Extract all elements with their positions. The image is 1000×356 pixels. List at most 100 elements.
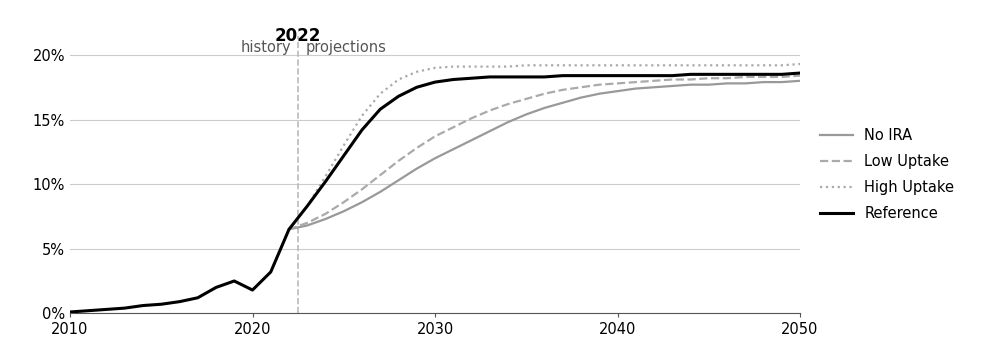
Low Uptake: [374, 173, 386, 177]
High Uptake: [466, 64, 478, 69]
High Uptake: [684, 63, 696, 67]
Low Uptake: [392, 159, 404, 163]
Low Uptake: [612, 81, 624, 85]
No IRA: [593, 91, 605, 96]
Reference: [466, 76, 478, 80]
Reference: [429, 80, 441, 84]
High Uptake: [484, 64, 496, 69]
Low Uptake: [502, 102, 514, 106]
Reference: [593, 73, 605, 78]
Text: history: history: [240, 40, 291, 55]
Reference: [155, 302, 167, 307]
Reference: [758, 72, 770, 77]
Reference: [265, 270, 277, 274]
Reference: [484, 75, 496, 79]
No IRA: [538, 106, 550, 110]
Low Uptake: [466, 116, 478, 120]
High Uptake: [612, 63, 624, 67]
Reference: [703, 72, 715, 77]
Reference: [557, 73, 569, 78]
Legend: No IRA, Low Uptake, High Uptake, Reference: No IRA, Low Uptake, High Uptake, Referen…: [815, 122, 960, 227]
Low Uptake: [630, 80, 642, 84]
Reference: [520, 75, 532, 79]
Reference: [392, 94, 404, 99]
High Uptake: [538, 63, 550, 67]
No IRA: [356, 200, 368, 204]
High Uptake: [666, 63, 678, 67]
No IRA: [612, 89, 624, 93]
No IRA: [630, 87, 642, 91]
Reference: [301, 204, 313, 208]
Low Uptake: [301, 221, 313, 225]
Low Uptake: [484, 108, 496, 112]
Reference: [228, 279, 240, 283]
High Uptake: [356, 114, 368, 118]
No IRA: [429, 156, 441, 161]
Low Uptake: [721, 76, 733, 80]
Low Uptake: [538, 91, 550, 96]
Low Uptake: [557, 88, 569, 92]
High Uptake: [703, 63, 715, 67]
Low Uptake: [776, 75, 788, 79]
No IRA: [502, 120, 514, 124]
Reference: [283, 227, 295, 231]
Reference: [575, 73, 587, 78]
Low Uptake: [283, 227, 295, 231]
High Uptake: [630, 63, 642, 67]
Low Uptake: [758, 75, 770, 79]
No IRA: [301, 223, 313, 227]
Text: projections: projections: [305, 40, 386, 55]
No IRA: [411, 167, 423, 171]
No IRA: [374, 190, 386, 194]
Reference: [648, 73, 660, 78]
Low Uptake: [575, 85, 587, 89]
No IRA: [520, 112, 532, 116]
High Uptake: [283, 227, 295, 231]
Low Uptake: [338, 200, 350, 204]
High Uptake: [502, 64, 514, 69]
High Uptake: [776, 63, 788, 67]
Reference: [246, 288, 258, 292]
No IRA: [794, 79, 806, 83]
Reference: [356, 128, 368, 132]
Low Uptake: [703, 76, 715, 80]
High Uptake: [447, 64, 459, 69]
High Uptake: [301, 204, 313, 208]
Low Uptake: [739, 75, 751, 79]
High Uptake: [392, 77, 404, 82]
High Uptake: [739, 63, 751, 67]
Reference: [684, 72, 696, 77]
Reference: [612, 73, 624, 78]
Reference: [411, 85, 423, 89]
Line: Reference: Reference: [70, 73, 800, 312]
Reference: [538, 75, 550, 79]
Line: No IRA: No IRA: [289, 81, 800, 229]
Line: Low Uptake: Low Uptake: [289, 75, 800, 229]
Low Uptake: [429, 134, 441, 138]
Reference: [82, 309, 94, 313]
Low Uptake: [794, 73, 806, 78]
No IRA: [721, 81, 733, 85]
Reference: [137, 303, 149, 308]
No IRA: [648, 85, 660, 89]
High Uptake: [648, 63, 660, 67]
No IRA: [283, 227, 295, 231]
No IRA: [447, 147, 459, 151]
Low Uptake: [593, 83, 605, 87]
No IRA: [392, 178, 404, 182]
No IRA: [484, 129, 496, 133]
Reference: [721, 72, 733, 77]
Reference: [338, 153, 350, 158]
High Uptake: [794, 62, 806, 66]
No IRA: [320, 217, 332, 221]
Reference: [210, 285, 222, 289]
Reference: [447, 77, 459, 82]
Low Uptake: [411, 146, 423, 150]
Line: High Uptake: High Uptake: [289, 64, 800, 229]
High Uptake: [575, 63, 587, 67]
No IRA: [338, 209, 350, 213]
Low Uptake: [520, 97, 532, 101]
High Uptake: [374, 91, 386, 96]
Low Uptake: [648, 79, 660, 83]
High Uptake: [721, 63, 733, 67]
